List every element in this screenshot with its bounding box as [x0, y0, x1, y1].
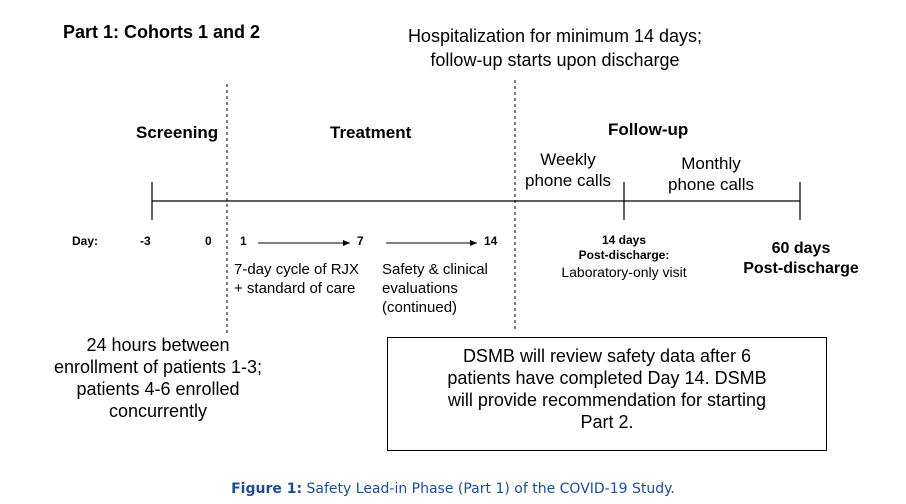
fourteen-days-line-3: Laboratory-only visit [561, 264, 687, 280]
fourteen-days-visit: 14 days Post-discharge: Laboratory-only … [542, 233, 706, 281]
safety-line-2: evaluations [382, 280, 458, 297]
figure-caption: Figure 1: Safety Lead-in Phase (Part 1) … [0, 481, 906, 497]
fourteen-days-line-1: 14 days [601, 233, 647, 247]
enrollment-line-3: patients 4-6 enrolled [76, 379, 240, 399]
monthly-calls-label: Monthly phone calls [656, 153, 766, 195]
day-0: 0 [205, 234, 212, 248]
monthly-calls-line-1: Monthly [681, 154, 741, 173]
dsmb-line-1: DSMB will review safety data after 6 [462, 346, 752, 366]
weekly-calls-line-2: phone calls [524, 171, 611, 190]
phase-follow-up: Follow-up [608, 120, 689, 139]
dsmb-line-4: Part 2. [580, 412, 634, 432]
sixty-days-line-1: 60 days [771, 240, 831, 257]
figure-caption-label: Figure 1: [231, 481, 303, 497]
weekly-calls-line-1: Weekly [540, 150, 596, 169]
weekly-calls-label: Weekly phone calls [516, 149, 620, 191]
figure-caption-text: Safety Lead-in Phase (Part 1) of the COV… [302, 481, 675, 497]
treatment-cycle-note: 7-day cycle of RJX + standard of care [234, 260, 359, 298]
day-minus-3: -3 [140, 234, 151, 248]
safety-line-1: Safety & clinical [382, 261, 488, 278]
cycle-line-2: + standard of care [234, 280, 356, 297]
hospitalization-line-2: follow-up starts upon discharge [430, 50, 680, 70]
dsmb-review-box: DSMB will review safety data after 6 pat… [387, 337, 827, 451]
hospitalization-line-1: Hospitalization for minimum 14 days; [407, 26, 703, 46]
hospitalization-note: Hospitalization for minimum 14 days; fol… [345, 24, 765, 72]
part-title: Part 1: Cohorts 1 and 2 [63, 22, 261, 42]
enrollment-line-4: concurrently [108, 401, 208, 421]
safety-evaluations-note: Safety & clinical evaluations (continued… [382, 260, 488, 317]
safety-line-3: (continued) [382, 299, 458, 316]
day-1: 1 [240, 234, 247, 248]
day-7: 7 [357, 234, 364, 248]
monthly-calls-line-2: phone calls [667, 175, 754, 194]
dsmb-line-2: patients have completed Day 14. DSMB [447, 368, 767, 388]
phase-screening: Screening [136, 123, 219, 142]
enrollment-line-1: 24 hours between [86, 335, 230, 355]
enrollment-note: 24 hours between enrollment of patients … [36, 334, 280, 422]
phase-treatment: Treatment [330, 123, 412, 142]
sixty-days-visit: 60 days Post-discharge [728, 239, 874, 279]
day-label: Day: [72, 234, 99, 248]
fourteen-days-line-2: Post-discharge: [578, 248, 670, 262]
day-14: 14 [484, 234, 498, 248]
cycle-line-1: 7-day cycle of RJX [234, 261, 360, 278]
dsmb-line-3: will provide recommendation for starting [447, 390, 767, 410]
sixty-days-line-2: Post-discharge [743, 260, 859, 277]
enrollment-line-2: enrollment of patients 1-3; [53, 357, 263, 377]
